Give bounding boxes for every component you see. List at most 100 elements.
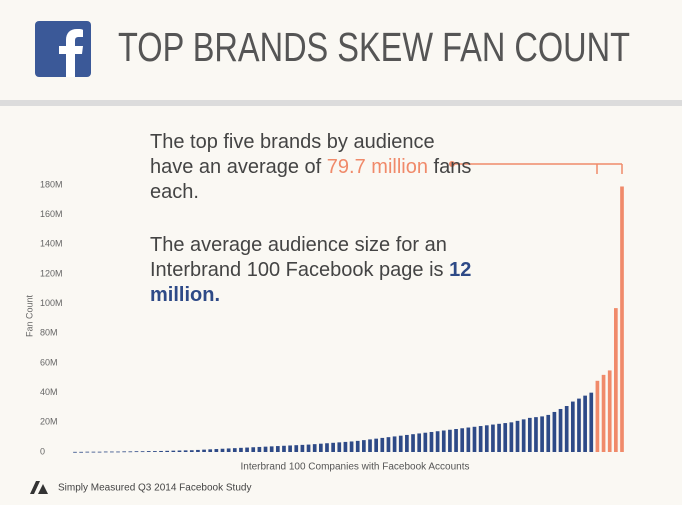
bracket-dot — [449, 161, 455, 167]
bar — [343, 441, 348, 452]
bar — [73, 451, 77, 453]
bar — [245, 447, 249, 452]
annotation-highlight: 12 million. — [150, 259, 472, 306]
bar — [208, 449, 213, 452]
bar — [263, 446, 268, 452]
bar — [294, 445, 299, 452]
bar — [232, 448, 237, 452]
bar — [392, 436, 397, 452]
annotation-highlight: 79.7 million — [326, 156, 428, 178]
bar — [405, 434, 409, 452]
separator — [0, 100, 682, 106]
bar — [183, 450, 188, 452]
bar — [214, 449, 219, 452]
bar — [558, 408, 563, 452]
bar — [159, 450, 163, 452]
bar — [146, 451, 151, 452]
bar — [134, 451, 139, 453]
bar — [509, 422, 514, 452]
annotation-text: The average audience size for an Interbr… — [150, 234, 450, 281]
bar — [331, 442, 335, 452]
y-tick-label: 120M — [40, 268, 63, 278]
bar — [288, 445, 292, 452]
bar — [202, 449, 206, 452]
bar — [269, 446, 274, 452]
y-tick-label: 140M — [40, 239, 63, 249]
y-tick-label: 180M — [40, 179, 63, 189]
bar — [239, 447, 243, 452]
annotation-text: The top five brands by audience have an … — [150, 131, 435, 178]
bar — [448, 429, 452, 452]
bar — [527, 417, 532, 452]
annotation-average: The average audience size for an Interbr… — [150, 233, 480, 308]
bar — [607, 370, 612, 452]
bar — [275, 446, 280, 452]
y-tick-label: 100M — [40, 298, 63, 308]
bar — [257, 446, 262, 452]
bar — [189, 450, 194, 452]
footer-logo — [30, 481, 48, 494]
bar — [110, 451, 114, 453]
bar — [140, 451, 145, 453]
y-tick-label: 0 — [40, 446, 45, 456]
bar — [386, 437, 391, 452]
bar — [417, 433, 422, 452]
bar — [177, 450, 182, 452]
bar — [282, 445, 286, 452]
bar — [435, 431, 440, 452]
bar — [546, 414, 551, 452]
bar — [300, 444, 305, 452]
bar — [398, 435, 403, 452]
bar — [128, 451, 133, 453]
bar — [196, 449, 200, 452]
bar — [484, 425, 489, 452]
annotation-top: The top five brands by audience have an … — [150, 130, 480, 205]
y-tick-label: 20M — [40, 417, 58, 427]
bar — [368, 439, 372, 452]
bar — [552, 411, 557, 452]
bar — [595, 380, 600, 452]
bar — [503, 423, 508, 452]
bar — [171, 450, 176, 452]
bar — [325, 443, 329, 452]
bar — [521, 419, 526, 452]
x-axis-label: Interbrand 100 Companies with Facebook A… — [240, 462, 469, 473]
y-tick-label: 60M — [40, 357, 58, 367]
bar — [460, 428, 465, 452]
bar — [79, 451, 83, 453]
bar — [620, 186, 624, 452]
bar — [454, 429, 458, 452]
bar — [441, 430, 446, 452]
bar — [153, 451, 157, 452]
bar — [534, 417, 538, 452]
facebook-f — [59, 29, 83, 77]
bar — [564, 406, 569, 452]
bar — [251, 447, 256, 452]
bar — [97, 451, 102, 453]
y-tick-label: 40M — [40, 387, 58, 397]
bar — [577, 398, 581, 452]
bar — [478, 426, 483, 452]
bar — [614, 308, 618, 452]
bar — [349, 441, 354, 452]
y-tick-label: 160M — [40, 209, 63, 219]
bar — [497, 423, 501, 452]
bar — [116, 451, 120, 453]
bar — [337, 442, 342, 452]
bar — [411, 434, 415, 452]
annotation-text: fans each. — [150, 156, 472, 203]
bar — [165, 450, 170, 452]
bar — [491, 424, 495, 452]
bar — [226, 448, 231, 452]
footer-source: Simply Measured Q3 2014 Facebook Study — [58, 483, 251, 494]
bar — [429, 431, 434, 452]
y-axis-label: Fan Count — [24, 294, 34, 337]
bar — [570, 401, 575, 452]
bar — [515, 420, 520, 452]
bar — [583, 395, 587, 452]
bar — [318, 443, 323, 452]
bar — [355, 440, 360, 452]
bar — [312, 444, 317, 452]
